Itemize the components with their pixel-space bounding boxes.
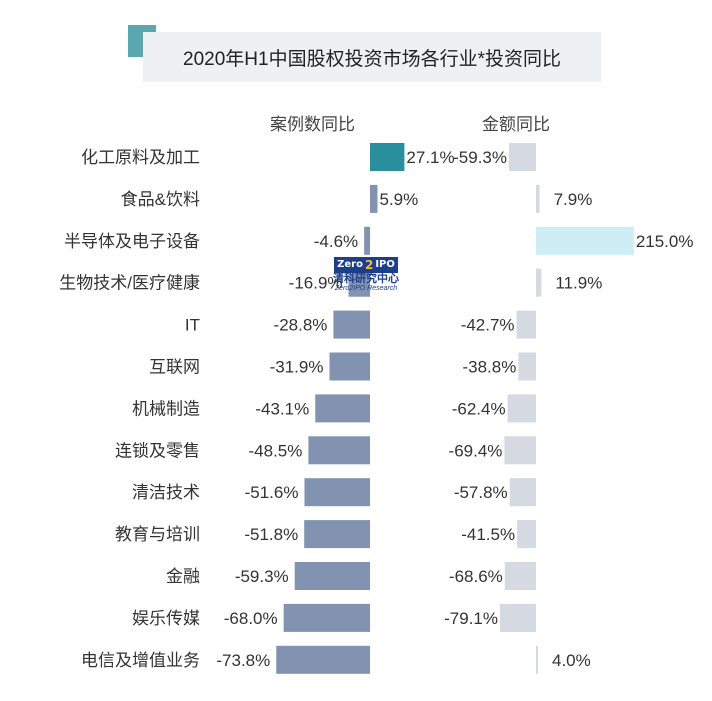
- category-label: 机械制造: [132, 399, 200, 418]
- amount-bar: [504, 436, 536, 465]
- deal-count-bar: [370, 184, 378, 213]
- deal-count-value-label: -28.8%: [274, 316, 328, 335]
- amount-bar: [509, 143, 536, 171]
- deal-count-bar: [348, 268, 370, 297]
- category-label: 半导体及电子设备: [64, 232, 200, 251]
- amount-bar: [536, 645, 538, 674]
- amount-bar: [536, 184, 540, 213]
- deal-count-value-label: -59.3%: [235, 567, 289, 586]
- category-label: 食品&饮料: [121, 190, 200, 209]
- amount-value-label: -38.8%: [462, 358, 516, 377]
- deal-count-value-label: -68.0%: [224, 609, 278, 628]
- deal-count-value-label: -73.8%: [216, 651, 270, 670]
- amount-bar: [509, 478, 536, 507]
- deal-count-value-label: 27.1%: [406, 148, 454, 167]
- amount-value-label: 215.0%: [636, 232, 694, 251]
- amount-value-label: -57.8%: [454, 483, 508, 502]
- amount-bar: [517, 520, 536, 549]
- deal-count-value-label: 5.9%: [379, 190, 418, 209]
- amount-value-label: 7.9%: [554, 190, 593, 209]
- deal-count-bar: [294, 562, 370, 590]
- amount-bar: [536, 268, 542, 297]
- deal-count-bar: [304, 520, 370, 549]
- amount-bar: [507, 394, 536, 423]
- amount-value-label: 11.9%: [555, 274, 602, 293]
- category-label: 生物技术/医疗健康: [59, 274, 200, 293]
- amount-value-label: -42.7%: [461, 316, 515, 335]
- category-label: 连锁及零售: [115, 441, 200, 460]
- deal-count-value-label: -4.6%: [314, 232, 358, 251]
- deal-count-bar: [276, 645, 370, 674]
- amount-bar: [536, 226, 634, 255]
- deal-count-value-label: -51.8%: [244, 525, 298, 544]
- amount-bar: [504, 562, 536, 590]
- deal-count-bar: [315, 394, 370, 423]
- category-label: 教育与培训: [115, 525, 200, 544]
- amount-value-label: -59.3%: [453, 148, 507, 167]
- series-header-deal-count: 案例数同比: [270, 115, 355, 134]
- deal-count-bar: [364, 226, 370, 255]
- amount-bar: [516, 310, 536, 339]
- amount-value-label: -79.1%: [444, 609, 498, 628]
- deal-count-bar: [304, 478, 370, 507]
- deal-count-bar: [370, 143, 405, 171]
- deal-count-bar: [308, 436, 370, 465]
- deal-count-value-label: -51.6%: [245, 483, 299, 502]
- amount-value-label: -68.6%: [449, 567, 503, 586]
- amount-bar: [518, 352, 536, 381]
- deal-count-bar: [329, 352, 370, 381]
- amount-value-label: 4.0%: [552, 651, 591, 670]
- amount-value-label: -62.4%: [452, 399, 506, 418]
- deal-count-value-label: -16.9%: [289, 274, 343, 293]
- category-label: 金融: [166, 567, 200, 586]
- category-label: 娱乐传媒: [132, 609, 200, 628]
- category-label: 化工原料及加工: [81, 148, 200, 167]
- amount-bar: [500, 603, 536, 632]
- category-label: 清洁技术: [132, 483, 200, 502]
- category-label: 电信及增值业务: [81, 651, 200, 670]
- deal-count-value-label: -48.5%: [249, 441, 303, 460]
- amount-value-label: -41.5%: [461, 525, 515, 544]
- category-label: 互联网: [149, 358, 200, 377]
- deal-count-value-label: -31.9%: [270, 358, 324, 377]
- chart-title: 2020年H1中国股权投资市场各行业*投资同比: [143, 32, 601, 82]
- series-header-amount: 金额同比: [482, 115, 550, 134]
- amount-value-label: -69.4%: [449, 441, 503, 460]
- deal-count-bar: [283, 603, 370, 632]
- deal-count-value-label: -43.1%: [255, 399, 309, 418]
- category-label: IT: [185, 316, 200, 335]
- deal-count-bar: [333, 310, 370, 339]
